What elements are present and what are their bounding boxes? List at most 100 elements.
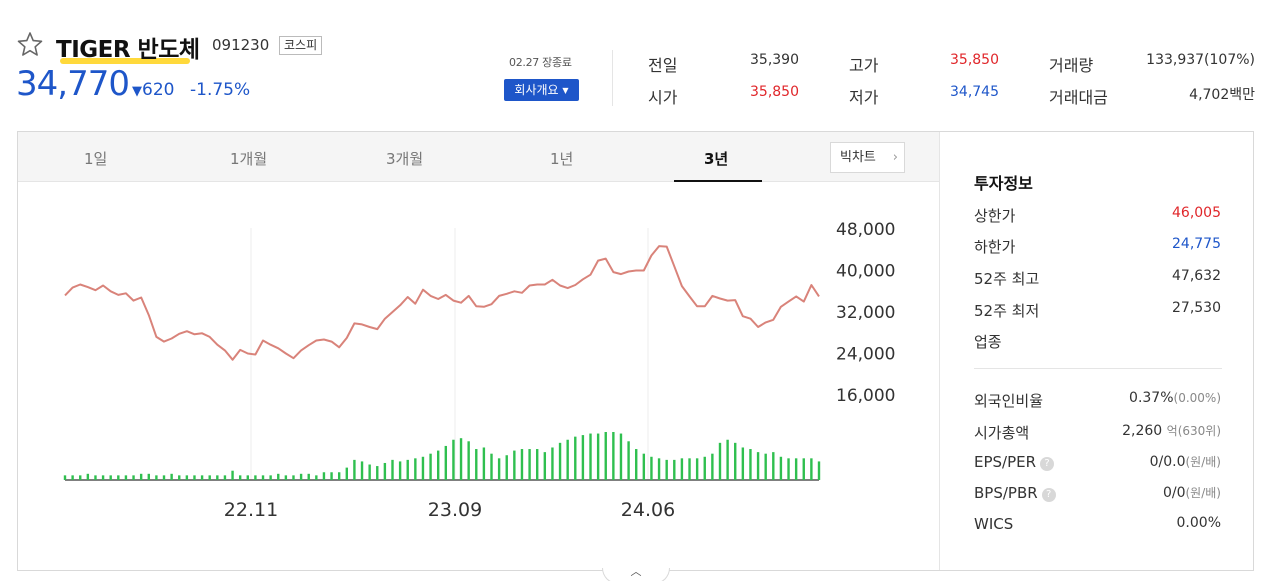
- upper-limit-value: 46,005: [1172, 205, 1221, 221]
- chevron-up-icon: ︿: [630, 565, 642, 578]
- volume-bar: [391, 459, 394, 480]
- header-divider: [612, 50, 613, 106]
- volume-bar: [749, 449, 752, 480]
- volume-bar: [566, 439, 569, 480]
- eps-per-value: 0/0.0(원/배): [1150, 453, 1221, 470]
- eps-per-unit: (원/배): [1185, 455, 1222, 469]
- lower-limit-value: 24,775: [1172, 236, 1221, 252]
- volume-bar: [657, 458, 661, 480]
- bigchart-button[interactable]: 빅차트 ›: [830, 142, 905, 173]
- collapse-toggle[interactable]: ︿: [602, 565, 670, 581]
- stock-code: 091230: [212, 36, 270, 54]
- eps-per: 0/0.0: [1149, 454, 1186, 470]
- stock-header: TIGER 반도체 091230 코스피 34,770 ▼620 -1.75% …: [0, 0, 1270, 125]
- tab-1d[interactable]: 1일: [84, 150, 108, 168]
- volume-bar: [528, 449, 531, 480]
- open-value: 35,850: [750, 84, 799, 100]
- question-icon[interactable]: ?: [1041, 488, 1056, 502]
- wics-value: 0.00%: [1176, 515, 1221, 531]
- volume-bar: [581, 435, 585, 480]
- x-tick-label: 23.09: [428, 499, 482, 521]
- volume-bar: [353, 459, 356, 480]
- volume-bar: [284, 475, 288, 480]
- question-icon[interactable]: ?: [1040, 457, 1055, 471]
- volume-bar: [802, 458, 805, 480]
- volume-bar: [277, 473, 280, 480]
- volume-bar: [711, 453, 714, 480]
- caret-down-icon: ▼: [562, 86, 569, 95]
- low-label: 저가: [849, 88, 879, 107]
- volume-bar: [436, 450, 440, 480]
- volume-bar: [574, 436, 577, 480]
- volume-bar: [787, 458, 790, 480]
- bps-pbr-unit: (원/배): [1185, 486, 1222, 500]
- volume-bar: [680, 458, 684, 480]
- market-cap-rank: (630위): [1177, 424, 1221, 438]
- market-status: 02.27 장종료: [509, 56, 572, 69]
- volume-bar: [208, 475, 211, 480]
- price-chart[interactable]: 22.11 23.09 24.06 48,000 40,000 32,000 24,000 1…: [18, 183, 939, 570]
- star-outline-icon[interactable]: [16, 30, 44, 58]
- volume-bar: [475, 449, 478, 480]
- high52-value: 47,632: [1172, 268, 1221, 284]
- market-cap-label: 시가총액: [974, 424, 1030, 442]
- lower-limit-label: 하한가: [974, 238, 1016, 256]
- volume-bar: [650, 456, 653, 480]
- foreign-ratio: 0.37%: [1129, 390, 1174, 406]
- company-overview-label: 회사개요: [514, 83, 559, 97]
- amount-value: 4,702백만: [1189, 87, 1255, 103]
- tab-1y[interactable]: 1년: [550, 150, 574, 168]
- name-highlight: [60, 58, 190, 64]
- volume-bar: [665, 459, 668, 480]
- bps-pbr-value: 0/0(원/배): [1163, 484, 1221, 501]
- tab-3m[interactable]: 3개월: [386, 150, 424, 168]
- volume-bar: [269, 475, 272, 480]
- change-rate: -1.75%: [190, 80, 251, 100]
- tab-3y[interactable]: 3년: [704, 150, 729, 168]
- volume-bar: [292, 475, 295, 480]
- change-amount: 620: [142, 80, 175, 100]
- info-divider: [974, 368, 1222, 369]
- y-tick-label: 32,000: [836, 303, 895, 323]
- volume-bar: [490, 453, 493, 480]
- tab-1m[interactable]: 1개월: [230, 150, 268, 168]
- volume-bar: [170, 473, 173, 480]
- volume-bar: [429, 453, 432, 480]
- market-cap-unit: 억: [1166, 424, 1178, 438]
- volume-bar: [794, 458, 798, 480]
- volume-bar: [398, 461, 402, 480]
- volume-bar: [604, 432, 607, 480]
- amount-label: 거래대금: [1049, 88, 1108, 107]
- volume-bar: [673, 459, 676, 480]
- prev-close-value: 35,390: [750, 52, 799, 68]
- industry-label: 업종: [974, 333, 1002, 351]
- volume-bar: [63, 475, 67, 480]
- price-line: [64, 245, 820, 361]
- volume-bar: [703, 456, 706, 480]
- volume-bar: [200, 475, 204, 480]
- volume-bar: [254, 475, 257, 480]
- volume-bar: [459, 438, 463, 480]
- volume-bar: [162, 475, 166, 480]
- volume-bar: [193, 475, 196, 480]
- volume-bar: [101, 475, 105, 480]
- chart-panel: 1일 1개월 3개월 1년 3년 빅차트 › 22.11 23.09 24.06 48,…: [17, 131, 1254, 571]
- volume-bar: [71, 475, 74, 480]
- volume-bar: [520, 449, 524, 480]
- volume-bar: [734, 442, 737, 480]
- company-overview-button[interactable]: 회사개요 ▼: [504, 79, 579, 101]
- prev-close-label: 전일: [648, 56, 678, 75]
- volume-bar: [406, 459, 409, 480]
- volume-bar: [551, 447, 554, 480]
- volume-bar: [337, 472, 341, 480]
- volume-bar: [444, 445, 448, 480]
- eps-per-text: EPS/PER: [974, 453, 1037, 471]
- volume-bar: [147, 473, 150, 480]
- volume-bar: [619, 433, 623, 480]
- volume-bar: [635, 449, 638, 480]
- low52-label: 52주 최저: [974, 302, 1040, 320]
- volume-bar: [497, 458, 501, 480]
- period-tabs: 1일 1개월 3개월 1년 3년 빅차트 ›: [18, 132, 939, 182]
- volume-bar: [231, 470, 234, 480]
- volume-bar: [315, 475, 318, 480]
